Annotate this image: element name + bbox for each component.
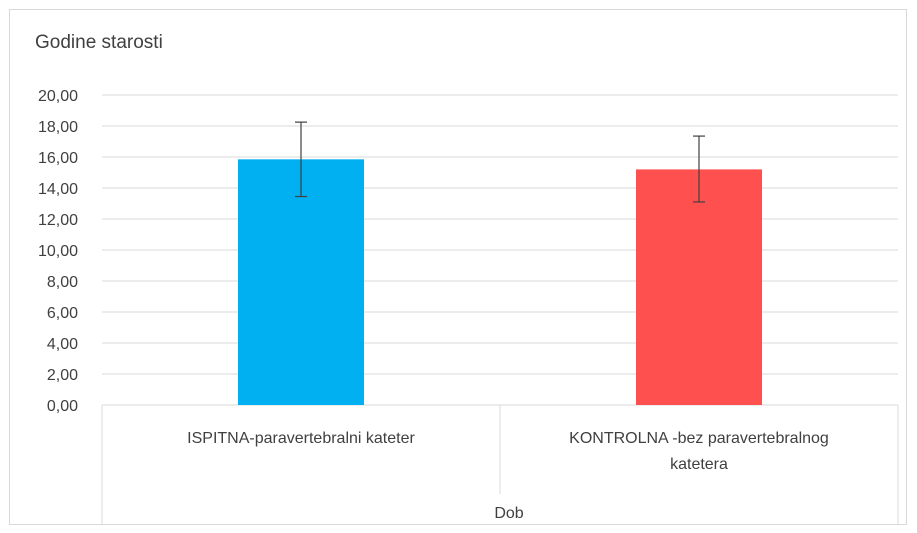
y-tick-label: 14,00 — [38, 181, 78, 198]
y-tick-label: 12,00 — [38, 212, 78, 229]
y-tick-label: 4,00 — [47, 336, 78, 353]
y-tick-label: 6,00 — [47, 305, 78, 322]
y-tick-label: 2,00 — [47, 367, 78, 384]
y-tick-label: 0,00 — [47, 398, 78, 415]
error-bar — [693, 135, 705, 203]
y-tick-label: 20,00 — [38, 88, 78, 105]
y-tick-label: 18,00 — [38, 119, 78, 136]
chart-title: Godine starosti — [35, 32, 163, 53]
y-tick-label: 16,00 — [38, 150, 78, 167]
y-tick-label: 8,00 — [47, 274, 78, 291]
bar — [238, 159, 364, 405]
error-bar — [295, 121, 307, 198]
bar — [636, 169, 762, 405]
x-category-label: ISPITNA-paravertebralni kateter — [187, 430, 415, 447]
x-axis-title: Dob — [494, 505, 523, 522]
x-category-label: KONTROLNA -bez paravertebralnog — [569, 430, 829, 447]
x-category-label: katetera — [670, 456, 728, 473]
y-tick-label: 10,00 — [38, 243, 78, 260]
